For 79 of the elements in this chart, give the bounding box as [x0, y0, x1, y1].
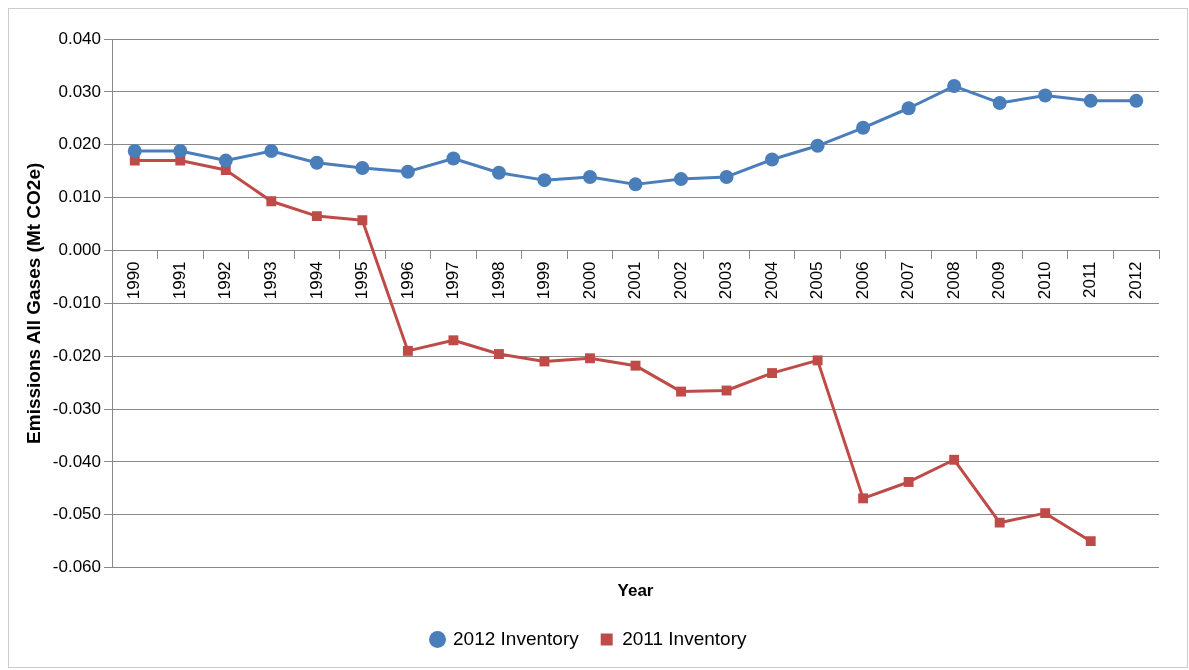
point	[1040, 508, 1051, 519]
x-tick-label: 1994	[306, 261, 326, 300]
y-tick-label: -0.030	[52, 398, 101, 418]
point	[1083, 93, 1098, 108]
point	[264, 144, 279, 159]
point	[1129, 93, 1144, 108]
point	[585, 353, 595, 364]
point	[1085, 536, 1096, 547]
y-tick-label: 0.030	[58, 81, 101, 101]
x-tick-label: 2011	[1080, 261, 1100, 298]
x-tick-label: 1996	[397, 261, 417, 300]
x-tick-label: 2007	[898, 261, 918, 300]
point	[218, 153, 233, 168]
point	[173, 144, 188, 159]
point	[719, 169, 734, 184]
point	[1038, 88, 1053, 103]
point	[491, 165, 506, 180]
y-axis-title: Emissions All Gases (Mt CO2e)	[22, 162, 44, 444]
x-tick-label: 1998	[488, 261, 508, 300]
point	[812, 355, 823, 366]
x-tick-label: 1995	[352, 261, 372, 300]
x-tick-label: 2006	[852, 261, 872, 300]
point	[994, 517, 1005, 528]
x-tick-label: 2010	[1034, 261, 1054, 300]
x-tick-label: 2001	[625, 261, 645, 300]
x-tick-label: 1999	[534, 261, 554, 300]
x-tick-label: 2003	[716, 261, 736, 300]
x-tick-label: 1992	[215, 261, 235, 300]
x-tick-label: 2008	[943, 261, 963, 300]
point	[856, 120, 871, 135]
point	[446, 151, 461, 166]
point	[311, 211, 322, 222]
point	[858, 493, 869, 504]
point	[765, 152, 780, 167]
point	[630, 360, 641, 371]
x-tick-label: 2004	[761, 261, 781, 300]
y-tick-label: 0.040	[58, 28, 101, 48]
x-tick-label: 2000	[579, 261, 599, 300]
x-tick-label: 2009	[989, 261, 1009, 300]
point	[539, 356, 550, 367]
x-tick-label: 2012	[1125, 261, 1145, 300]
x-tick-label: 1991	[169, 261, 189, 300]
point	[266, 196, 277, 207]
point	[810, 138, 825, 153]
legend-label: 2012 Inventory	[453, 627, 580, 649]
y-tick-label: 0.020	[58, 134, 101, 154]
y-tick-label: -0.050	[52, 504, 101, 524]
y-tick-label: 0.000	[58, 240, 101, 260]
y-tick-label: -0.010	[52, 292, 101, 312]
y-tick-label: 0.010	[58, 187, 101, 207]
point	[127, 144, 142, 159]
point	[949, 454, 960, 465]
point	[357, 215, 368, 226]
point	[582, 169, 597, 184]
x-tick-label: 1997	[443, 261, 463, 300]
point	[355, 160, 370, 175]
x-tick-label: 2005	[807, 261, 827, 300]
point	[493, 349, 504, 359]
y-tick-label: -0.020	[52, 345, 101, 365]
point	[400, 164, 415, 179]
point	[992, 95, 1007, 110]
point	[674, 172, 689, 187]
point	[537, 173, 552, 188]
point	[903, 477, 914, 487]
point	[676, 386, 686, 397]
point	[628, 177, 643, 192]
legend-label: 2011 Inventory	[622, 627, 747, 649]
x-tick-label: 1993	[261, 261, 281, 300]
y-tick-label: -0.040	[52, 451, 101, 471]
x-axis-title: Year	[617, 581, 654, 601]
point	[901, 101, 916, 116]
y-tick-label: -0.060	[52, 557, 101, 577]
x-tick-label: 1990	[124, 261, 144, 300]
x-tick-label: 2002	[670, 261, 690, 300]
point	[767, 368, 778, 379]
point	[309, 155, 324, 170]
point	[448, 335, 459, 346]
point	[402, 345, 413, 356]
point	[947, 79, 962, 94]
